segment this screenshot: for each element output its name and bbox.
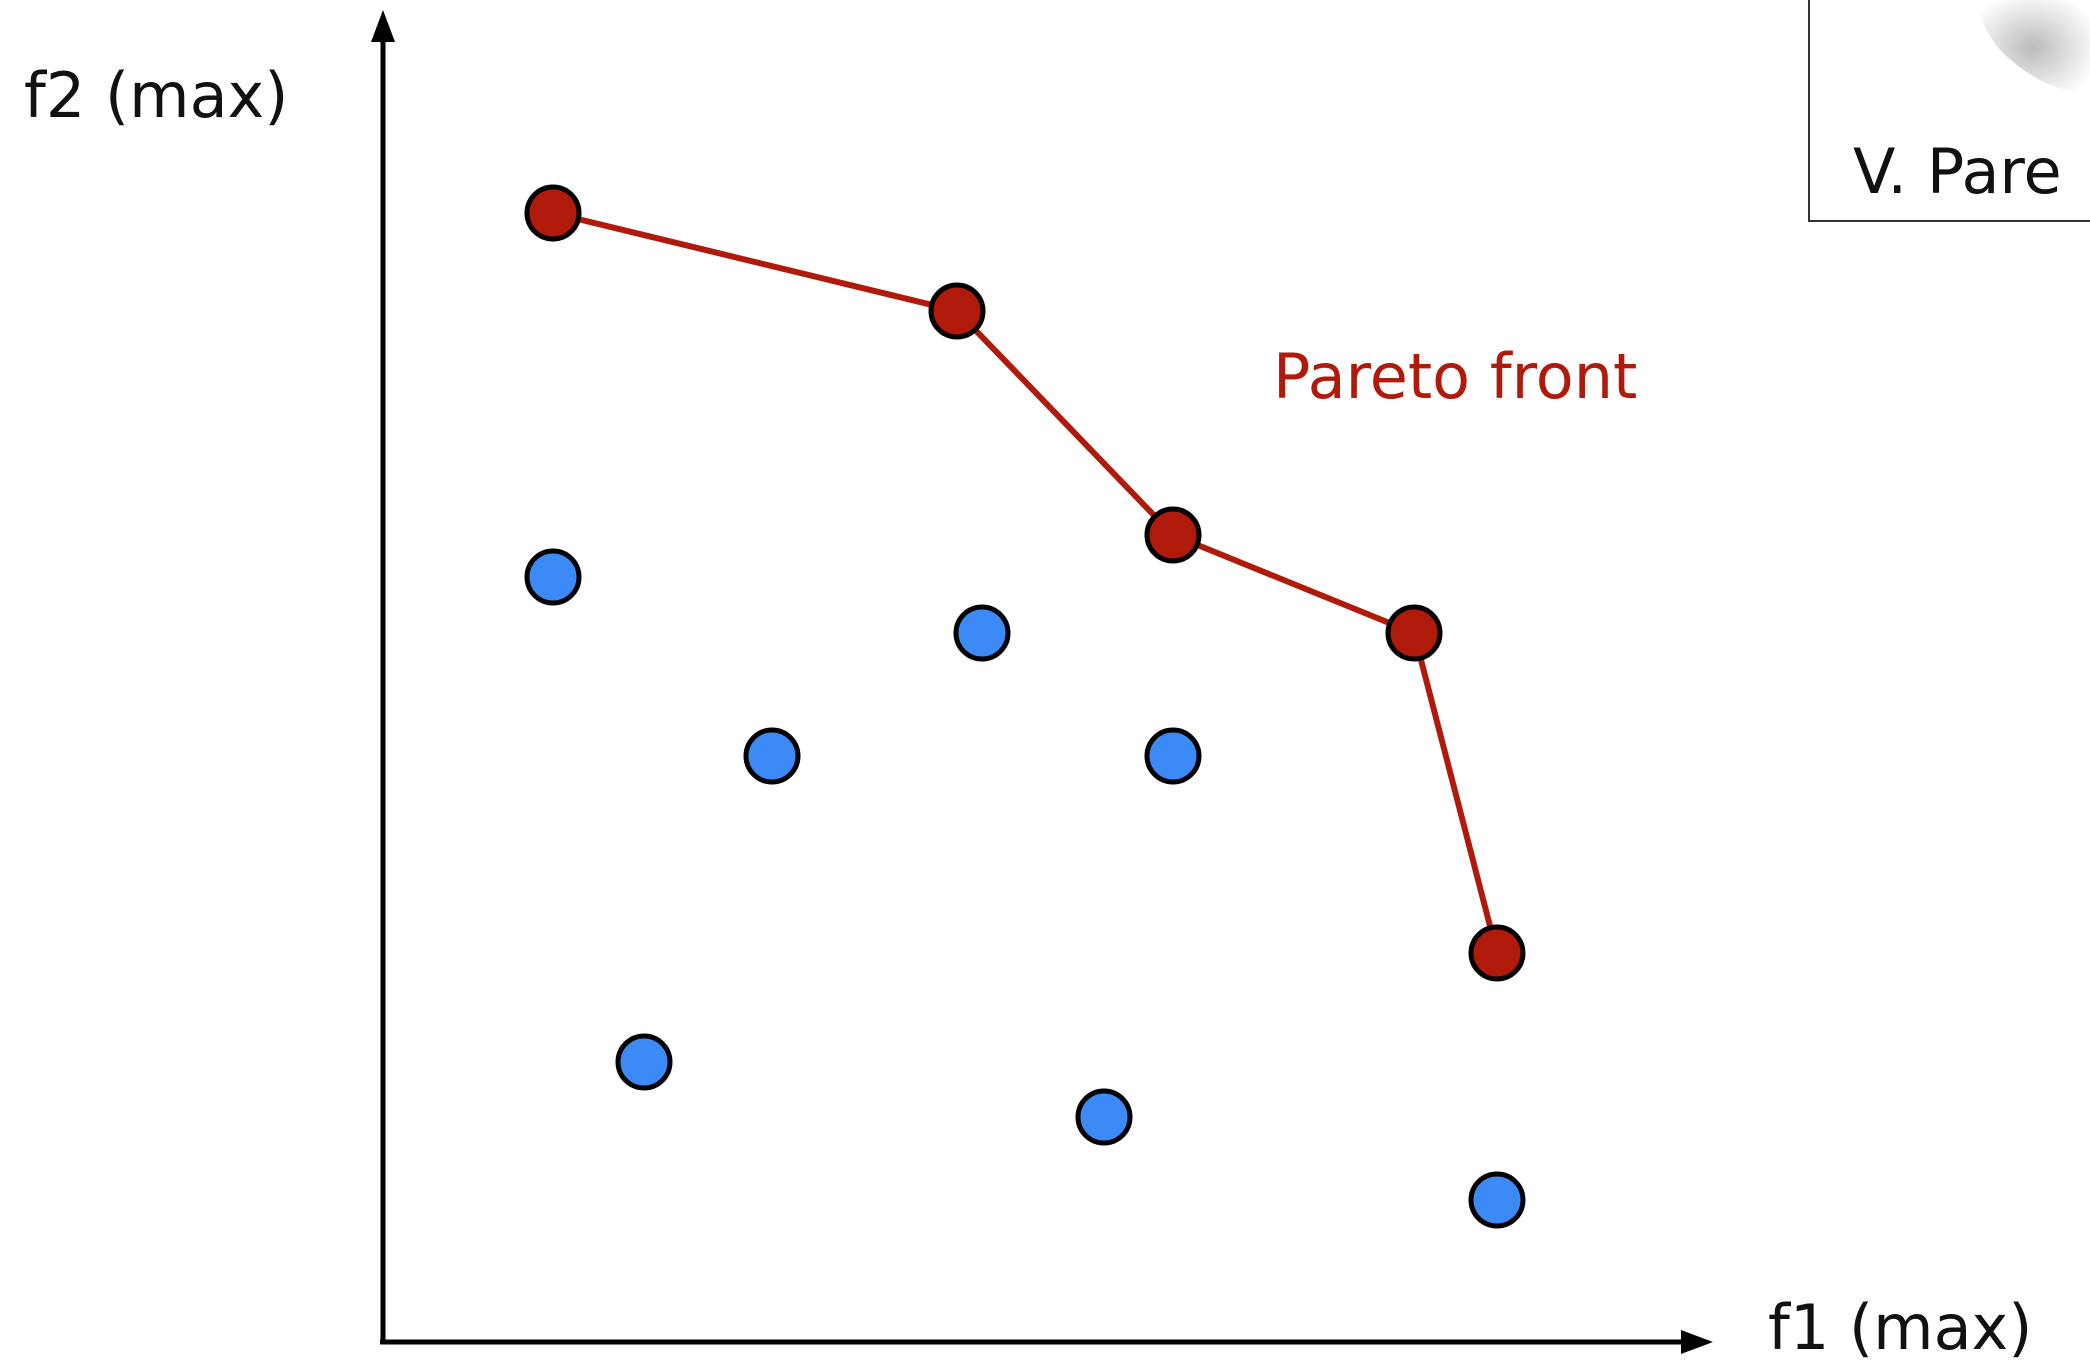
x-axis-label: f1 (max) (1768, 1291, 2032, 1364)
pareto-points (524, 184, 1526, 982)
pareto-point (1144, 506, 1202, 564)
pareto-point (928, 282, 986, 340)
pareto-label: Pareto front (1273, 340, 1637, 413)
point (743, 727, 801, 785)
pareto-line (552, 210, 1500, 954)
y-axis-arrow (371, 10, 395, 42)
pareto-point (1468, 924, 1526, 982)
dominated-points (524, 548, 1526, 1229)
point (615, 1033, 673, 1091)
point (1075, 1088, 1133, 1146)
inset-image (1975, 0, 2090, 95)
inset-caption: V. Pare (1853, 135, 2062, 208)
point (1468, 1171, 1526, 1229)
point (953, 604, 1011, 662)
point (524, 548, 582, 606)
point (1144, 727, 1202, 785)
x-axis-arrow (1681, 1330, 1713, 1354)
pareto-point (1385, 604, 1443, 662)
pareto-point (524, 184, 582, 242)
y-axis-label: f2 (max) (24, 59, 288, 132)
inset-box (1808, 0, 2090, 222)
